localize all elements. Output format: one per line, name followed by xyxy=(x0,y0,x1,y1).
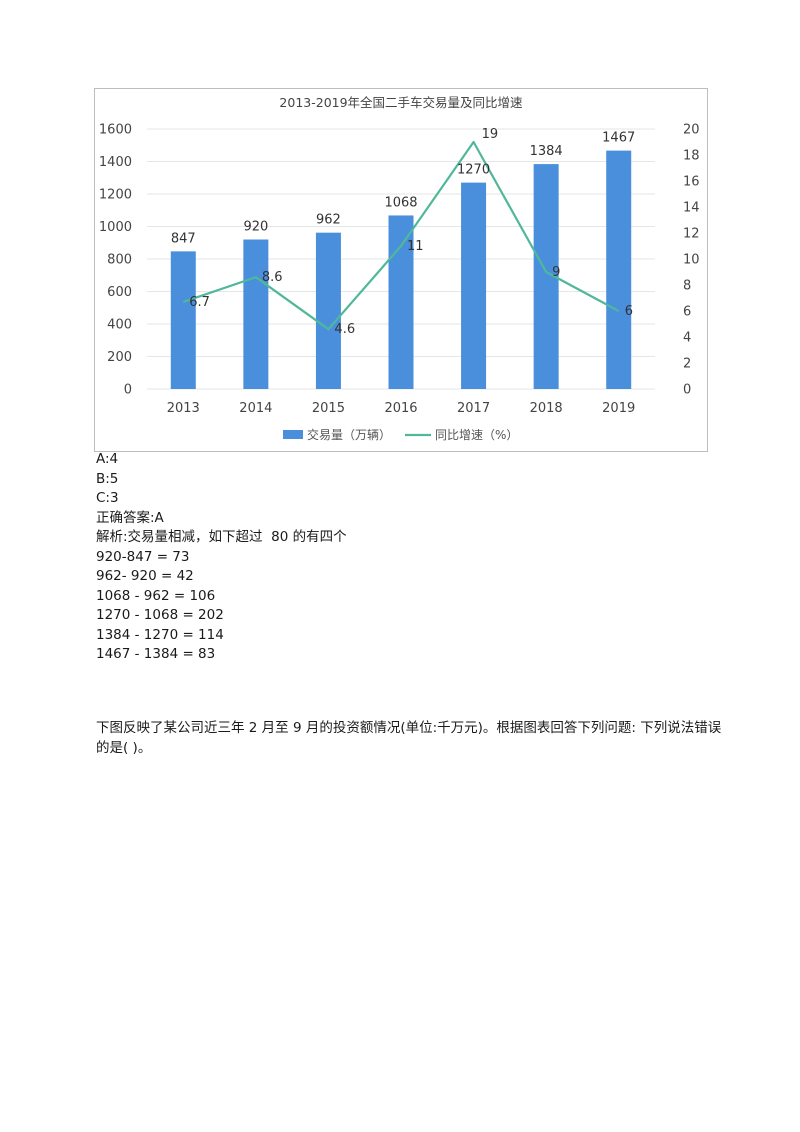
y-right-tick-label: 20 xyxy=(683,123,700,138)
calc-line: 1384 - 1270 = 114 xyxy=(96,626,224,643)
growth-line xyxy=(182,140,620,331)
line-value-label: 9 xyxy=(552,265,560,280)
y-left-tick-label: 400 xyxy=(107,318,132,333)
y-left-tick-label: 1400 xyxy=(99,155,132,170)
bar xyxy=(243,239,269,389)
bar xyxy=(606,150,632,389)
y-left-tick-label: 200 xyxy=(107,350,132,365)
bar xyxy=(170,251,196,389)
bar xyxy=(315,232,341,389)
y-left-tick-label: 1200 xyxy=(99,188,132,203)
x-tick-label: 2013 xyxy=(167,401,200,416)
y-left-tick-label: 600 xyxy=(107,285,132,300)
x-tick-label: 2018 xyxy=(530,401,563,416)
answer-block: A:4 B:5 C:3 正确答案:A 解析:交易量相减，如下超过 80 的有四个… xyxy=(96,450,736,665)
y-left-tick-label: 0 xyxy=(124,383,132,398)
y-left-tick-label: 1000 xyxy=(99,220,132,235)
x-tick-label: 2016 xyxy=(384,401,417,416)
line-value-label: 6.7 xyxy=(189,295,210,310)
bar-value-label: 1270 xyxy=(457,163,490,178)
y-right-tick-label: 2 xyxy=(683,357,691,372)
y-right-tick-label: 8 xyxy=(683,279,691,294)
y-right-tick-label: 14 xyxy=(683,201,700,216)
calc-line: 1467 - 1384 = 83 xyxy=(96,646,216,662)
explanation: 解析:交易量相减，如下超过 80 的有四个 xyxy=(96,529,347,545)
x-tick-label: 2017 xyxy=(457,401,490,416)
bar-line-chart: 2013-2019年全国二手车交易量及同比增速 0200400600800100… xyxy=(99,95,700,442)
y-right-tick-label: 16 xyxy=(683,175,700,190)
y-right-tick-label: 0 xyxy=(683,383,691,398)
bar xyxy=(461,182,487,389)
line-value-label: 19 xyxy=(482,127,499,142)
line-value-label: 4.6 xyxy=(334,322,355,337)
chart-frame: 2013-2019年全国二手车交易量及同比增速 0 200 400 600 800 100… xyxy=(94,88,708,452)
x-tick-label: 2015 xyxy=(312,401,345,416)
calc-line: 1270 - 1068 = 202 xyxy=(96,607,224,623)
line-value-label: 6 xyxy=(625,304,633,319)
y-right-tick-label: 12 xyxy=(683,227,700,242)
option-a: A:4 xyxy=(96,451,119,467)
legend-swatch-bar xyxy=(283,430,303,439)
calc-line: 962- 920 = 42 xyxy=(96,568,194,584)
legend-label-bar: 交易量（万辆） xyxy=(307,427,391,442)
y-left-tick-label: 800 xyxy=(107,253,132,268)
legend-label-line: 同比增速（%） xyxy=(435,428,518,442)
x-tick-label: 2014 xyxy=(239,401,272,416)
bar-value-label: 1384 xyxy=(530,144,563,159)
calc-line: 920-847 = 73 xyxy=(96,548,190,565)
option-c: C:3 xyxy=(96,490,119,506)
y-left-tick-label: 1600 xyxy=(99,123,132,138)
question-text: 下图反映了某公司近三年 2 月至 9 月的投资额情况(单位:千万元)。根据图表回… xyxy=(96,720,722,756)
line-value-label: 8.6 xyxy=(262,270,283,285)
option-b: B:5 xyxy=(96,470,119,487)
bar-value-label: 1068 xyxy=(384,195,417,210)
calc-line: 1068 - 962 = 106 xyxy=(96,587,216,604)
y-right-tick-label: 4 xyxy=(683,331,691,346)
chart-title: 2013-2019年全国二手车交易量及同比增速 xyxy=(279,95,523,110)
bar-value-label: 920 xyxy=(243,220,268,235)
bar-value-label: 962 xyxy=(316,213,341,228)
x-tick-label: 2019 xyxy=(602,401,635,416)
y-right-tick-label: 6 xyxy=(683,305,691,320)
correct-answer: 正确答案:A xyxy=(96,509,164,526)
y-right-tick-label: 10 xyxy=(683,253,700,268)
bar-value-label: 1467 xyxy=(602,131,635,146)
line-value-label: 11 xyxy=(407,239,424,254)
y-right-tick-label: 18 xyxy=(683,149,700,164)
bar-value-label: 847 xyxy=(171,231,196,246)
